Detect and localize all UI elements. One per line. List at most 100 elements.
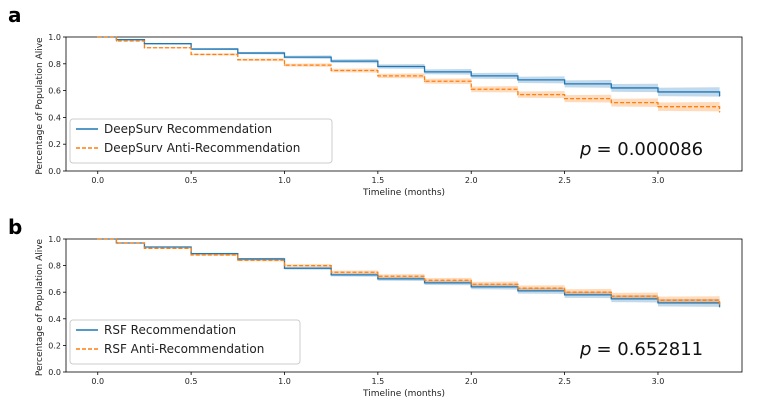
y-tick-label: 0.2 (48, 140, 61, 149)
panel-letter: b (8, 215, 22, 239)
rsf-recommendation-point (563, 294, 566, 296)
rsf-recommendation-point (377, 278, 379, 280)
x-tick-label: 2.0 (465, 176, 478, 185)
rsf-recommendation-point (718, 306, 721, 308)
x-tick-label: 1.5 (371, 176, 384, 185)
deepsurv-recommendation-point (470, 75, 472, 77)
deepsurv-recommendation-point (283, 56, 286, 58)
y-tick-label: 0.4 (48, 113, 61, 122)
x-tick-label: 0.5 (185, 176, 198, 185)
panel-a: a 0.0 0.2 0.4 0.6 0.8 1.0 0.0 0.5 1.0 1.5 2.0 2.5 3.0… (8, 3, 743, 198)
p-value: = 0.652811 (596, 339, 703, 360)
y-axis-label: Percentage of Population Alive (35, 238, 45, 376)
legend-label: RSF Recommendation (104, 323, 236, 337)
y-tick-label: 0.8 (48, 60, 61, 69)
rsf-anti-recommendation-point (563, 291, 566, 293)
rsf-recommendation-point (423, 282, 426, 284)
rsf-recommendation-point (330, 274, 332, 276)
p-value-annotation: p = 0.000086 (579, 139, 703, 160)
rsf-anti-recommendation-point (237, 259, 239, 261)
deepsurv-recommendation-point (610, 87, 612, 89)
x-tick-label: 1.0 (278, 176, 291, 185)
panel-letter: a (8, 3, 22, 27)
deepsurv-anti-recommendation-point (115, 40, 118, 42)
deepsurv-recommendation-point (657, 91, 659, 93)
deepsurv-anti-recommendation-point (610, 102, 612, 104)
p-value-annotation: p = 0.652811 (579, 339, 703, 360)
rsf-recommendation-point (517, 290, 519, 292)
rsf-anti-recommendation-point (423, 279, 426, 281)
x-tick-label: 3.0 (652, 377, 665, 386)
deepsurv-anti-recommendation-point (143, 47, 146, 49)
deepsurv-anti-recommendation-point (97, 36, 99, 38)
y-tick-label: 0.6 (48, 87, 61, 96)
deepsurv-anti-recommendation-point (657, 106, 659, 108)
rsf-anti-recommendation-point (610, 295, 612, 297)
panel-b: b 0.0 0.2 0.4 0.6 0.8 1.0 0.0 0.5 1.0 1.5 2.0 2.5 3.0… (8, 215, 743, 399)
x-tick-label: 3.0 (652, 176, 665, 185)
legend-label: DeepSurv Recommendation (104, 122, 272, 136)
deepsurv-recommendation-point (563, 83, 566, 85)
rsf-anti-recommendation-point (283, 265, 286, 267)
rsf-anti-recommendation-point (470, 283, 472, 285)
y-tick-label: 0.6 (48, 288, 61, 297)
deepsurv-anti-recommendation-point (423, 80, 426, 82)
y-tick-label: 0.0 (48, 167, 61, 176)
deepsurv-anti-recommendation-ci-band (97, 37, 720, 117)
y-tick-label: 0.4 (48, 315, 61, 324)
deepsurv-anti-recommendation-point (283, 64, 286, 66)
deepsurv-anti-recommendation-point (517, 94, 519, 96)
legend: RSF Recommendation RSF Anti-Recommendatio… (69, 319, 301, 365)
rsf-anti-recommendation-point (143, 247, 146, 249)
deepsurv-recommendation-point (718, 95, 721, 97)
deepsurv-anti-recommendation-point (237, 59, 239, 61)
deepsurv-recommendation-point (423, 71, 426, 73)
plot-frame (65, 238, 743, 373)
deepsurv-recommendation-point (517, 79, 519, 81)
rsf-anti-recommendation-point (517, 287, 519, 289)
x-tick-label: 0.5 (185, 377, 198, 386)
x-tick-label: 2.0 (465, 377, 478, 386)
legend-label: RSF Anti-Recommendation (104, 342, 264, 356)
rsf-anti-recommendation-point (190, 254, 192, 256)
rsf-recommendation-point (470, 286, 472, 288)
x-tick-label: 2.5 (558, 377, 571, 386)
legend-box (69, 319, 301, 365)
y-tick-label: 0.0 (48, 368, 61, 377)
deepsurv-recommendation-point (143, 43, 146, 45)
legend-label: DeepSurv Anti-Recommendation (104, 141, 300, 155)
y-tick-label: 0.2 (48, 341, 61, 350)
y-tick-label: 0.8 (48, 262, 61, 271)
deepsurv-anti-recommendation-point (470, 88, 472, 90)
rsf-anti-recommendation-point (377, 275, 379, 277)
deepsurv-anti-recommendation-point (190, 53, 192, 56)
rsf-anti-recommendation-line (97, 238, 721, 305)
rsf-anti-recommendation-point (97, 238, 99, 240)
p-symbol: p (579, 139, 591, 160)
y-axis-label: Percentage of Population Alive (35, 37, 45, 175)
y-tick-label: 1.0 (48, 235, 61, 244)
rsf-recommendation-point (283, 267, 286, 269)
rsf-anti-recommendation-point (657, 299, 659, 301)
rsf-anti-recommendation-point (330, 271, 332, 273)
rsf-anti-recommendation-point (718, 303, 721, 305)
p-symbol: p (579, 339, 591, 360)
deepsurv-anti-recommendation-point (330, 69, 332, 72)
x-tick-label: 2.5 (558, 176, 571, 185)
rsf-anti-recommendation-point (115, 242, 118, 244)
deepsurv-recommendation-point (377, 65, 379, 68)
deepsurv-anti-recommendation-point (563, 98, 566, 100)
legend-box (69, 118, 333, 164)
x-tick-label: 1.0 (278, 377, 291, 386)
legend: DeepSurv Recommendation DeepSurv Anti-Rec… (69, 118, 333, 164)
deepsurv-recommendation-point (237, 52, 239, 54)
x-tick-label: 0.0 (91, 176, 104, 185)
deepsurv-anti-recommendation-point (718, 111, 721, 113)
x-tick-label: 1.5 (371, 377, 384, 386)
plot-frame (65, 36, 743, 172)
rsf-recommendation-point (610, 298, 612, 300)
deepsurv-recommendation-point (330, 60, 332, 62)
p-value: = 0.000086 (596, 139, 703, 160)
deepsurv-anti-recommendation-point (377, 75, 379, 77)
